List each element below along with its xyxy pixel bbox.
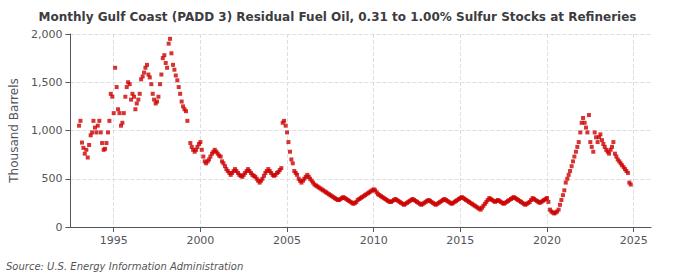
svg-text:Source: U.S. Energy Informatio: Source: U.S. Energy Information Administ…	[6, 261, 243, 272]
svg-text:1995: 1995	[100, 234, 128, 247]
svg-text:1,000: 1,000	[31, 124, 63, 137]
svg-text:1,500: 1,500	[31, 76, 63, 89]
svg-text:2,000: 2,000	[31, 28, 63, 41]
svg-text:Monthly Gulf Coast (PADD 3) Re: Monthly Gulf Coast (PADD 3) Residual Fue…	[39, 10, 637, 24]
svg-text:0: 0	[55, 221, 62, 234]
svg-text:2020: 2020	[533, 234, 561, 247]
svg-text:2025: 2025	[620, 234, 648, 247]
svg-text:2015: 2015	[446, 234, 474, 247]
svg-text:Thousand Barrels: Thousand Barrels	[7, 78, 21, 183]
svg-text:2000: 2000	[186, 234, 214, 247]
svg-text:500: 500	[41, 172, 62, 185]
svg-text:2005: 2005	[273, 234, 301, 247]
svg-text:2010: 2010	[360, 234, 388, 247]
